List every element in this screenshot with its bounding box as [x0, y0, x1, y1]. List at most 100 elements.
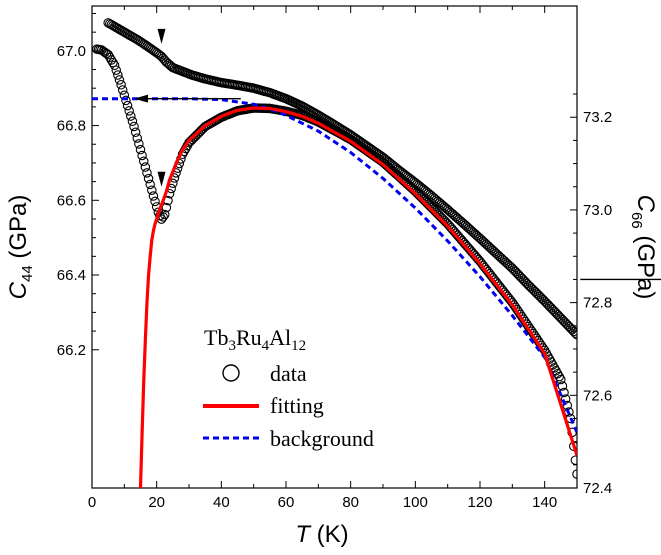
data-point	[100, 47, 110, 58]
data-point	[541, 298, 552, 308]
data-point	[570, 328, 577, 338]
legend-fitting-label: fitting	[270, 393, 324, 418]
data-point	[105, 52, 115, 63]
data-point	[147, 44, 157, 55]
transition-arrowhead	[157, 28, 166, 44]
data-point	[114, 75, 125, 85]
data-point	[567, 325, 577, 335]
right-tick-label: 72.8	[583, 295, 612, 312]
data-point	[523, 280, 534, 290]
left-axis-title-unit: (GPa)	[5, 195, 32, 259]
data-point	[147, 185, 157, 195]
legend-title: Tb3Ru4Al12	[204, 325, 306, 354]
series-layer	[92, 18, 577, 488]
left-tick-label: 66.8	[57, 118, 86, 135]
data-point	[142, 41, 152, 51]
annotation-layer	[134, 28, 661, 281]
data-point	[103, 49, 113, 60]
data-point	[552, 309, 563, 320]
left-tick-label: 66.6	[57, 192, 86, 209]
data-point	[533, 290, 543, 300]
data-point	[505, 262, 516, 272]
x-axis-title-unit: (K)	[317, 521, 349, 548]
right-tick-label: 73.2	[583, 109, 612, 126]
data-point	[106, 55, 117, 65]
data-point	[140, 162, 151, 172]
data-point	[121, 95, 131, 106]
data-point	[515, 271, 526, 282]
data-point	[569, 326, 577, 337]
data-point	[530, 286, 540, 297]
data-point	[135, 144, 146, 155]
legend-title-al-sub: 12	[291, 338, 306, 354]
data-point	[150, 196, 160, 207]
data-point	[195, 126, 206, 137]
data-point	[132, 133, 143, 143]
data-point	[129, 121, 139, 132]
data-point	[565, 323, 576, 333]
left-tick-label: 67.0	[57, 43, 86, 60]
right-tick-label: 73.0	[583, 202, 612, 219]
data-point	[539, 296, 550, 306]
plot-frame	[91, 5, 578, 489]
data-point	[122, 100, 133, 111]
data-point	[531, 288, 542, 298]
x-tick-label: 40	[213, 494, 230, 511]
x-axis-ticks: 0 20 40 60 80 100 120 140	[88, 6, 578, 511]
left-axis-title-symbol: C	[5, 281, 32, 299]
legend-title-tb-sub: 3	[228, 338, 236, 354]
x-tick-label: 140	[532, 494, 557, 511]
x-tick-label: 100	[403, 494, 428, 511]
data-point	[562, 319, 573, 330]
data-point	[525, 281, 535, 292]
data-point	[507, 263, 518, 274]
data-point	[509, 265, 519, 275]
x-axis-title: T (K)	[295, 521, 348, 548]
data-point	[526, 283, 537, 294]
data-point	[142, 168, 152, 178]
data-point	[113, 70, 123, 80]
left-axis-ticks: 66.2 66.4 66.6 66.8 67.0	[57, 12, 99, 359]
data-point	[137, 150, 147, 161]
legend-data-label: data	[270, 361, 307, 386]
data-point	[535, 291, 545, 302]
data-point	[160, 209, 170, 220]
data-point	[109, 60, 120, 71]
data-point	[192, 129, 202, 140]
data-point	[130, 127, 141, 138]
data-point	[126, 111, 136, 121]
left-axis-title-subscript: 44	[19, 265, 36, 282]
right-axis-title: C66 (GPa)	[626, 195, 659, 300]
data-point	[155, 50, 165, 60]
data-point	[198, 123, 209, 133]
data-point	[98, 46, 109, 56]
left-tick-label: 66.2	[57, 342, 86, 359]
left-tick-label: 66.4	[57, 267, 86, 284]
legend: Tb3Ru4Al12 data fitting background	[203, 325, 374, 451]
data-point	[116, 80, 126, 90]
data-point	[518, 275, 529, 285]
fitting-line	[138, 106, 577, 488]
right-tick-label: 72.6	[583, 387, 612, 404]
x-tick-label: 20	[148, 494, 165, 511]
data-point	[143, 173, 154, 184]
data-point	[138, 156, 149, 167]
data-point	[143, 42, 154, 52]
right-tick-label: 72.4	[583, 480, 612, 497]
data-point	[145, 179, 155, 190]
data-point	[556, 313, 566, 323]
data-point	[512, 268, 522, 279]
data-point	[528, 285, 539, 295]
legend-title-al: Al	[269, 325, 291, 350]
data-point	[150, 46, 160, 57]
data-point	[522, 278, 532, 289]
data-point	[543, 299, 553, 310]
legend-title-tb: Tb	[204, 325, 228, 350]
legend-data-marker	[222, 364, 240, 382]
data-point	[546, 303, 556, 313]
data-point	[145, 43, 155, 53]
data-point	[520, 276, 531, 287]
data-point	[557, 314, 568, 325]
right-axis-title-symbol: C	[632, 195, 659, 213]
data-point	[124, 106, 134, 116]
